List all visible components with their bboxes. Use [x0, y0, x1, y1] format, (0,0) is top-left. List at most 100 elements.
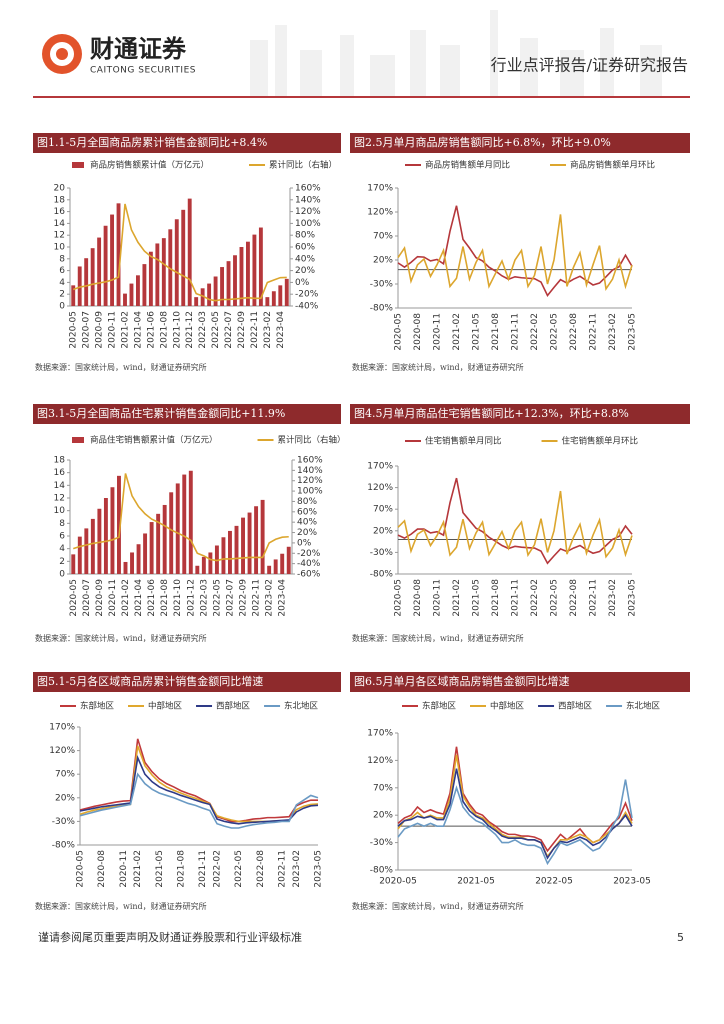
bar [247, 512, 252, 574]
chart-source: 数据来源：国家统计局，wind，财通证券研究所 [35, 901, 207, 911]
y-tick-label: -80% [370, 866, 394, 876]
bar [168, 229, 173, 306]
page-number: 5 [677, 931, 684, 944]
x-tick-label: 2021-12 [185, 311, 195, 349]
bar [90, 248, 95, 306]
x-tick-label: 2020-09 [95, 579, 105, 617]
x-tick-label: 2021-11 [198, 850, 208, 888]
x-tick-label: 2021-10 [172, 311, 182, 349]
y2-tick-label: 140% [295, 195, 321, 205]
y-tick-label: 12 [54, 494, 65, 504]
header-rule [33, 96, 690, 98]
y-tick-label: 12 [54, 231, 65, 241]
bar [239, 247, 244, 306]
x-tick-label: 2021-02 [133, 850, 143, 888]
bar [234, 525, 239, 574]
x-tick-label: 2022-11 [589, 579, 599, 617]
x-tick-label: 2022-09 [237, 311, 247, 349]
y-tick-label: 0 [59, 302, 65, 312]
series-line [397, 490, 633, 559]
bar [149, 522, 154, 574]
x-tick-label: 2021-08 [176, 850, 186, 888]
bar [117, 475, 121, 574]
y-tick-label: 6 [59, 266, 65, 276]
y2-tick-label: 100% [297, 487, 323, 497]
y2-tick-label: 0% [297, 538, 312, 548]
x-tick-label: 2022-02 [530, 579, 540, 617]
x-tick-label: 2023-02 [265, 579, 275, 617]
y-tick-label: -30% [52, 817, 76, 827]
chart-source: 数据来源：国家统计局，wind，财通证券研究所 [35, 362, 207, 372]
x-tick-label: 2021-02 [452, 313, 462, 351]
bar [148, 251, 153, 306]
x-tick-label: 2021-04 [134, 579, 144, 617]
x-tick-label: 2022-02 [213, 850, 223, 888]
y2-tick-label: 40% [295, 254, 315, 264]
y-tick-label: 8 [59, 519, 65, 529]
y-tick-label: 120% [367, 756, 393, 766]
series-line [72, 203, 287, 302]
bar [169, 492, 174, 574]
bar [123, 293, 127, 306]
legend-label: 住宅销售额单月同比 [425, 436, 502, 447]
series-line [397, 779, 633, 866]
legend-label: 住宅销售额单月环比 [562, 436, 639, 447]
series-line [79, 745, 319, 823]
y-tick-label: -80% [52, 841, 76, 851]
bar [136, 544, 141, 574]
y-tick-label: 20% [55, 793, 75, 803]
bar [123, 561, 128, 574]
y2-tick-label: 60% [295, 243, 315, 253]
x-tick-label: 2022-05 [212, 579, 222, 617]
legend-label: 东部地区 [422, 701, 457, 712]
x-tick-label: 2023-05 [314, 850, 324, 888]
bar [182, 474, 187, 574]
bar [71, 285, 76, 306]
series-line [397, 205, 633, 298]
x-tick-label: 2022-07 [225, 579, 235, 617]
y-tick-label: 70% [373, 232, 393, 242]
bar [267, 565, 272, 574]
chart-title: 图3.1-5月全国商品住宅累计销售金额同比+11.9% [37, 406, 285, 420]
y-tick-label: 2 [59, 557, 65, 567]
x-tick-label: 2020-05 [394, 313, 404, 351]
x-tick-label: 2022-05 [211, 311, 221, 349]
bar [129, 283, 134, 306]
bar [201, 556, 206, 574]
y-tick-label: 14 [54, 219, 66, 229]
chart-title: 图6.5月单月各区域商品房销售金额同比增速 [354, 674, 570, 688]
x-tick-label: 2021-05 [457, 877, 495, 887]
legend-label: 商品住宅销售额累计值（万亿元） [90, 435, 218, 446]
series-line [397, 214, 633, 291]
x-tick-label: 2021-08 [160, 579, 170, 617]
x-tick-label: 2022-03 [198, 311, 208, 349]
x-tick-label: 2021-11 [511, 579, 521, 617]
x-tick-label: 2023-04 [276, 311, 286, 349]
x-tick-label: 2021-06 [147, 579, 157, 617]
bar [90, 518, 95, 574]
chart-title-bar [350, 133, 690, 153]
x-tick-label: 2021-08 [491, 579, 501, 617]
bar [155, 243, 160, 306]
x-tick-label: 2020-05 [76, 850, 86, 888]
x-tick-label: 2023-05 [628, 579, 638, 617]
bar [271, 291, 276, 306]
bar [260, 499, 265, 574]
chart-title-bar [350, 404, 690, 424]
legend-label: 商品房销售额累计值（万亿元） [90, 160, 209, 171]
bar [254, 506, 259, 574]
report-type: 行业点评报告/证券研究报告 [491, 56, 688, 75]
legend-label: 中部地区 [148, 701, 183, 712]
series-line [397, 768, 633, 860]
y-tick-label: 20 [54, 184, 66, 194]
legend-label: 西部地区 [216, 701, 251, 712]
x-tick-label: 2021-10 [173, 579, 183, 617]
y-tick-label: 4 [59, 544, 65, 554]
y-tick-label: 20% [373, 526, 393, 536]
y-tick-label: 120% [367, 208, 393, 218]
bar [273, 559, 278, 574]
x-tick-label: 2020-11 [433, 579, 443, 617]
x-tick-label: 2022-08 [569, 579, 579, 617]
x-tick-label: 2021-04 [133, 311, 143, 349]
chart-source: 数据来源：国家统计局，wind，财通证券研究所 [35, 633, 207, 643]
